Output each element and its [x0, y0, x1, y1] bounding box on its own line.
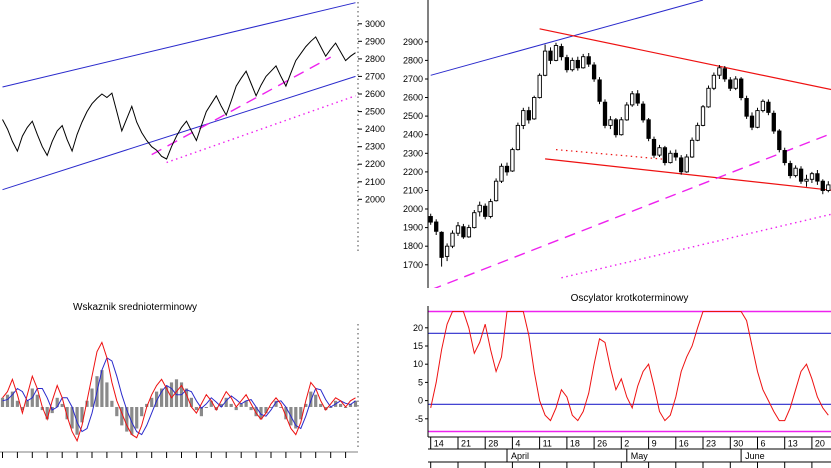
svg-text:2800: 2800 [365, 54, 385, 64]
svg-text:5: 5 [418, 377, 423, 387]
svg-text:2900: 2900 [403, 37, 423, 47]
svg-text:June: June [745, 451, 765, 461]
svg-text:4: 4 [515, 439, 520, 449]
svg-text:21: 21 [461, 439, 471, 449]
svg-text:20: 20 [815, 439, 825, 449]
svg-text:2300: 2300 [365, 142, 385, 152]
svg-text:2600: 2600 [403, 93, 423, 103]
svg-text:2800: 2800 [403, 55, 423, 65]
svg-text:2100: 2100 [365, 177, 385, 187]
short-term-oscillator-panel: Oscylator krotkoterminowy 20 15 10 5 0 -5 14 21… [400, 292, 831, 468]
svg-text:13: 13 [788, 439, 798, 449]
svg-text:1900: 1900 [403, 223, 423, 233]
svg-text:30: 30 [733, 439, 743, 449]
medium-term-indicator-chart [0, 324, 359, 458]
svg-text:2600: 2600 [365, 89, 385, 99]
svg-text:9: 9 [652, 439, 657, 449]
svg-text:2100: 2100 [403, 186, 423, 196]
short-term-oscillator-title: Oscylator krotkoterminowy [570, 293, 689, 304]
svg-text:-5: -5 [415, 414, 423, 424]
short-term-oscillator-chart: 20 15 10 5 0 -5 14 21 28 4 11 18 26 2 9 16 23 30 6 13 20 Apri… [413, 306, 831, 468]
svg-text:3000: 3000 [365, 19, 385, 29]
svg-text:20: 20 [413, 323, 423, 333]
svg-text:26: 26 [597, 439, 607, 449]
svg-text:6: 6 [761, 439, 766, 449]
svg-text:2000: 2000 [403, 204, 423, 214]
svg-text:2200: 2200 [365, 159, 385, 169]
medium-term-indicator-panel: Wskaznik srednioterminowy [0, 300, 393, 468]
medium-term-price-panel: 3000 2900 2800 2700 2600 2500 2400 2300 2200 2100… [0, 0, 393, 256]
svg-text:0: 0 [418, 396, 423, 406]
svg-text:10: 10 [413, 359, 423, 369]
medium-term-price-chart: 3000 2900 2800 2700 2600 2500 2400 2300 2200 2100… [2, 2, 385, 252]
svg-text:May: May [631, 451, 649, 461]
svg-text:2500: 2500 [403, 111, 423, 121]
svg-text:2500: 2500 [365, 107, 385, 117]
candlestick-price-chart: 2900 2800 2700 2600 2500 2400 2300 2200 2100 2000… [403, 0, 831, 288]
svg-text:2400: 2400 [403, 130, 423, 140]
svg-text:April: April [511, 451, 529, 461]
svg-text:2200: 2200 [403, 167, 423, 177]
svg-text:1700: 1700 [403, 260, 423, 270]
svg-text:2700: 2700 [403, 74, 423, 84]
svg-text:28: 28 [488, 439, 498, 449]
svg-text:16: 16 [679, 439, 689, 449]
svg-text:2000: 2000 [365, 194, 385, 204]
svg-text:2: 2 [624, 439, 629, 449]
svg-text:2700: 2700 [365, 71, 385, 81]
svg-text:1800: 1800 [403, 241, 423, 251]
candlestick-price-panel: 2900 2800 2700 2600 2500 2400 2300 2200 2100 2000… [400, 0, 831, 290]
svg-text:2400: 2400 [365, 124, 385, 134]
svg-text:15: 15 [413, 341, 423, 351]
svg-text:14: 14 [434, 439, 444, 449]
svg-text:2900: 2900 [365, 36, 385, 46]
svg-text:11: 11 [543, 439, 552, 449]
medium-term-indicator-title: Wskaznik srednioterminowy [73, 302, 197, 313]
svg-text:23: 23 [706, 439, 716, 449]
svg-text:2300: 2300 [403, 148, 423, 158]
svg-text:18: 18 [570, 439, 580, 449]
